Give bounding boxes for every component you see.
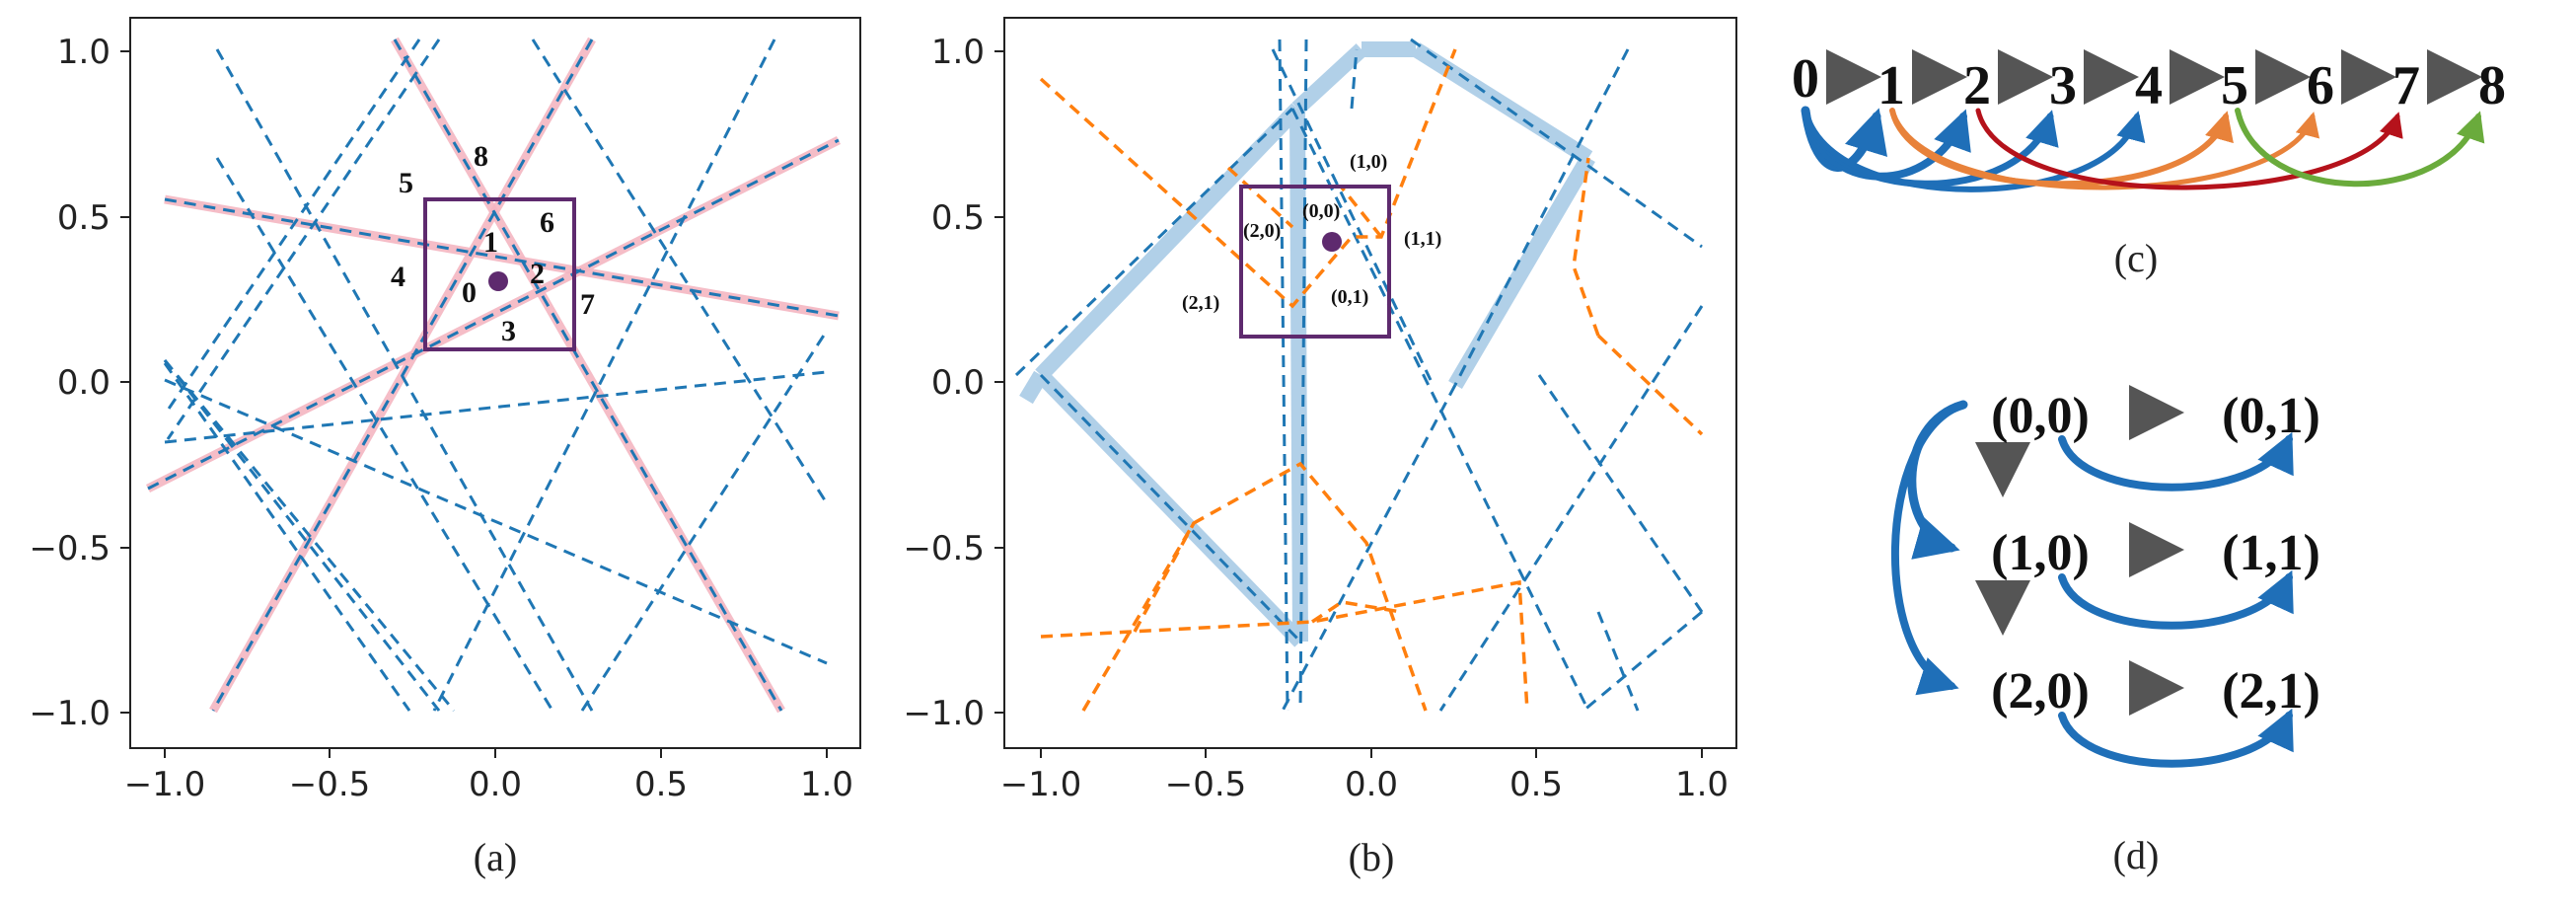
cell-label-1-1: (1,1) xyxy=(1404,228,1441,250)
chain-node-0: 0 xyxy=(1792,48,1819,110)
panel-a-xtick: −1.0 xyxy=(124,765,206,804)
panel-b-xtick: −0.5 xyxy=(1165,765,1247,804)
panel-d-caption: (d) xyxy=(2113,833,2160,877)
chain-node-7: 7 xyxy=(2392,55,2420,116)
region-label-3: 3 xyxy=(501,315,516,347)
grid-node-0-1: (0,1) xyxy=(2222,388,2320,444)
panel-b: (0,0) (1,0) (1,1) (2,0) (0,1) (2,1) −1.0… xyxy=(903,17,1737,879)
panel-a-xtick: 1.0 xyxy=(800,765,853,804)
panel-a-lines xyxy=(145,37,842,714)
panel-b-ytick: 0.5 xyxy=(931,198,985,238)
cell-label-2-0: (2,0) xyxy=(1243,220,1281,242)
panel-a-caption: (a) xyxy=(474,835,517,879)
panel-a-xtick: −0.5 xyxy=(289,765,371,804)
panel-b-xtick: 0.0 xyxy=(1345,765,1398,804)
panel-b-ytick: −0.5 xyxy=(903,529,985,568)
chain-node-4: 4 xyxy=(2135,55,2163,116)
panel-b-ytick: 0.0 xyxy=(931,363,985,403)
region-label-0: 0 xyxy=(462,276,477,309)
panel-b-caption: (b) xyxy=(1349,835,1395,879)
grid-node-0-0: (0,0) xyxy=(1991,388,2090,444)
panel-c: 0 1 2 3 4 5 6 7 8 (c) xyxy=(1792,48,2506,280)
panel-a-xtick: 0.0 xyxy=(469,765,522,804)
chain-node-3: 3 xyxy=(2049,55,2077,116)
panel-b-lines xyxy=(1014,38,1704,713)
panel-a-ytick: −1.0 xyxy=(29,694,110,733)
panel-a-ytick: 1.0 xyxy=(57,33,110,72)
panel-c-caption: (c) xyxy=(2114,236,2158,280)
region-label-5: 5 xyxy=(399,167,413,199)
grid-node-1-1: (1,1) xyxy=(2222,525,2320,581)
panel-a-frame xyxy=(129,17,861,749)
region-label-7: 7 xyxy=(580,288,595,321)
panel-a-ytick: 0.5 xyxy=(57,198,110,238)
cell-label-2-1: (2,1) xyxy=(1182,292,1219,314)
chain-node-6: 6 xyxy=(2307,55,2334,116)
region-label-4: 4 xyxy=(391,261,405,293)
cell-label-1-0: (1,0) xyxy=(1350,151,1387,173)
region-label-8: 8 xyxy=(474,140,488,173)
chain-node-2: 2 xyxy=(1963,55,1991,116)
panel-b-xtick: −1.0 xyxy=(1000,765,1082,804)
panel-b-xtick: 0.5 xyxy=(1509,765,1563,804)
panel-d: (0,0) (0,1) (1,0) (1,1) (2,0) (2,1) (d) xyxy=(1890,385,2320,877)
cell-label-0-0: (0,0) xyxy=(1302,200,1340,222)
chain-node-5: 5 xyxy=(2221,55,2248,116)
chain-node-8: 8 xyxy=(2478,55,2506,116)
panel-b-frame xyxy=(1003,17,1737,749)
panel-a-ytick: −0.5 xyxy=(29,529,110,568)
panel-a-xtick: 0.5 xyxy=(634,765,688,804)
panel-a-ytick: 0.0 xyxy=(57,363,110,403)
chain-node-1: 1 xyxy=(1877,55,1905,116)
grid-node-2-0: (2,0) xyxy=(1991,663,2090,720)
panel-a: 0 1 2 3 4 5 6 7 8 −1.0 −0.5 0.0 0.5 1.0 … xyxy=(29,17,861,879)
panel-b-xtick: 1.0 xyxy=(1675,765,1729,804)
region-label-1: 1 xyxy=(483,226,498,259)
region-label-6: 6 xyxy=(540,206,554,239)
panel-b-ytick: 1.0 xyxy=(931,33,985,72)
cell-label-0-1: (0,1) xyxy=(1331,286,1368,308)
panel-b-ytick: −1.0 xyxy=(903,694,985,733)
region-label-2: 2 xyxy=(530,258,545,290)
grid-node-2-1: (2,1) xyxy=(2222,663,2320,720)
grid-node-1-0: (1,0) xyxy=(1991,525,2090,581)
